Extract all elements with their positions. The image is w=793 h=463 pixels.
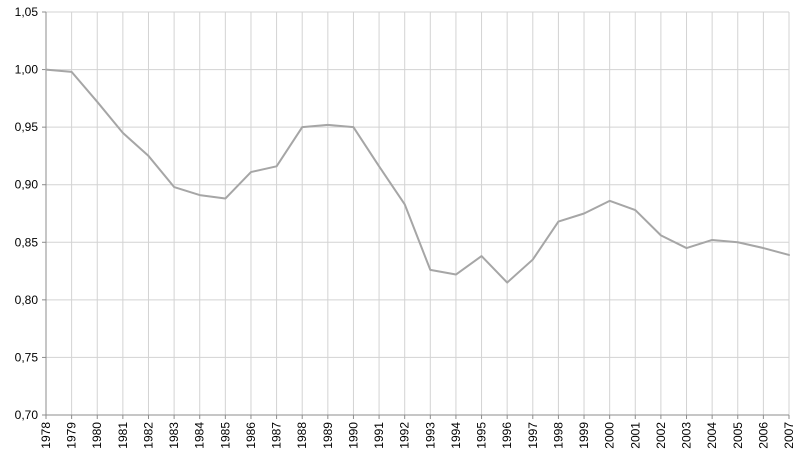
- y-tick-label: 0,85: [15, 235, 39, 249]
- x-tick-label: 2000: [603, 422, 617, 449]
- x-tick-label: 1996: [500, 422, 514, 449]
- x-tick-label: 1999: [577, 422, 591, 449]
- x-axis-labels: 1978 1979 1980 1981 1982 1983 1984 1985 1986 1987…: [39, 422, 793, 449]
- x-tick-label: 1978: [39, 422, 53, 449]
- x-tick-label: 2002: [654, 422, 668, 449]
- y-tick-label: 0,90: [15, 178, 39, 192]
- x-tick-label: 1982: [141, 422, 155, 449]
- x-tick-label: 1985: [218, 422, 232, 449]
- x-tick-label: 2003: [680, 422, 694, 449]
- x-tick-label: 2007: [782, 422, 793, 449]
- x-tick-label: 1986: [244, 422, 258, 449]
- data-series-line: [45, 68, 790, 284]
- x-tick-label: 2006: [756, 422, 770, 449]
- x-tick-label: 1993: [423, 422, 437, 449]
- x-tick-label: 1987: [270, 422, 284, 449]
- x-tick-label: 2005: [731, 422, 745, 449]
- y-tick-label: 0,70: [15, 408, 39, 422]
- y-tick-label: 0,95: [15, 120, 39, 134]
- x-tick-label: 1983: [167, 422, 181, 449]
- axes: [45, 12, 789, 416]
- x-tick-label: 1984: [193, 422, 207, 449]
- x-tick-label: 1990: [346, 422, 360, 449]
- x-tick-label: 1997: [526, 422, 540, 449]
- x-tick-label: 1995: [475, 422, 489, 449]
- tick-marks: [42, 11, 790, 419]
- x-tick-label: 1981: [116, 422, 130, 449]
- x-tick-label: 1980: [90, 422, 104, 449]
- y-tick-label: 1,00: [15, 63, 39, 77]
- x-tick-label: 1989: [321, 422, 335, 449]
- x-tick-label: 1992: [398, 422, 412, 449]
- x-tick-label: 2001: [628, 422, 642, 449]
- x-tick-label: 1998: [551, 422, 565, 449]
- y-tick-label: 0,80: [15, 293, 39, 307]
- y-tick-label: 1,05: [15, 5, 39, 19]
- gridlines: [46, 11, 790, 415]
- x-tick-label: 2004: [705, 422, 719, 449]
- x-tick-label: 1991: [372, 422, 386, 449]
- x-tick-label: 1979: [65, 422, 79, 449]
- y-axis-labels: 0,70 0,75 0,80 0,85 0,90 0,95 1,00 1,05: [15, 5, 39, 422]
- series-group: [45, 68, 790, 284]
- y-tick-label: 0,75: [15, 350, 39, 364]
- x-tick-label: 1994: [449, 422, 463, 449]
- x-tick-label: 1988: [295, 422, 309, 449]
